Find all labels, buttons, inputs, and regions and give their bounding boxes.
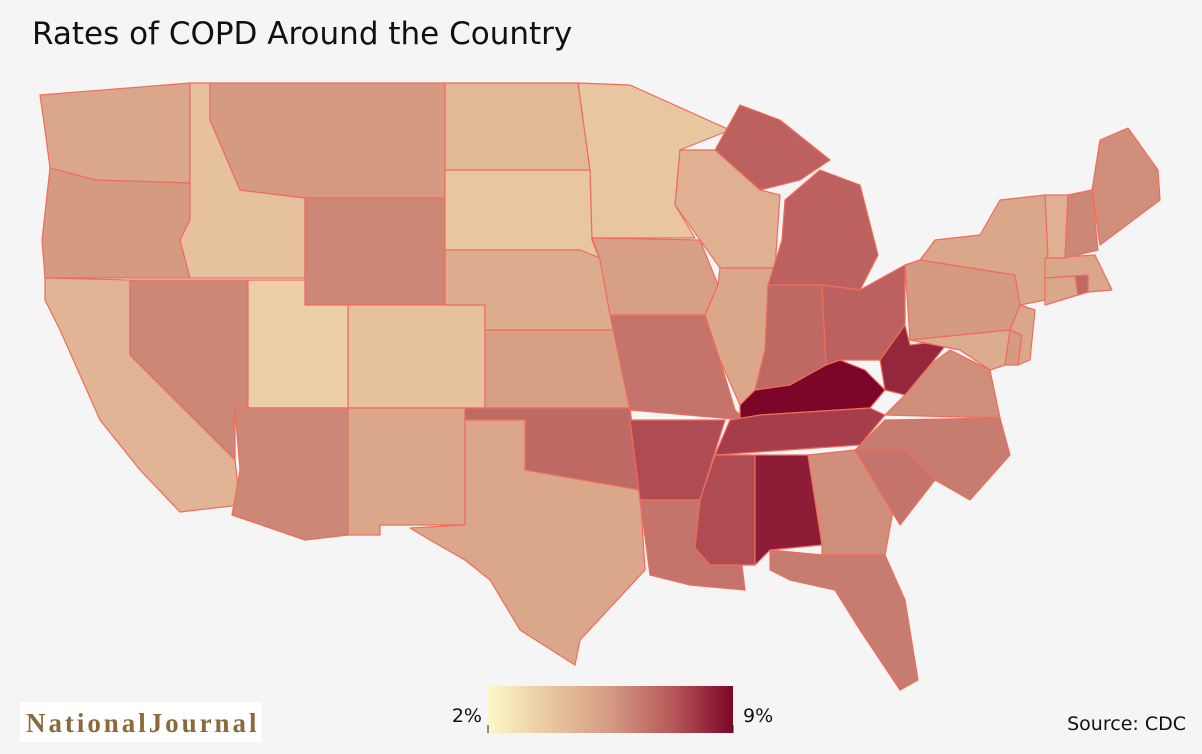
state: [1064, 189, 1099, 259]
state: [347, 304, 486, 409]
state: [444, 82, 591, 171]
state: [444, 169, 601, 261]
colorbar-label: 9%: [743, 705, 773, 727]
states: [39, 82, 1161, 691]
state: [304, 197, 446, 306]
logo-box: [20, 702, 262, 742]
state: [1044, 254, 1113, 293]
logo: NationalJournal: [26, 708, 257, 738]
colorbar-scale: [488, 686, 733, 733]
state: [854, 417, 1011, 501]
state: [1044, 194, 1069, 259]
state: [1044, 274, 1079, 306]
state: [484, 329, 631, 409]
colorbar: 2% 9%: [452, 686, 773, 733]
state: [231, 407, 349, 541]
state: [209, 82, 446, 199]
state: [769, 549, 919, 691]
state: [909, 329, 1011, 371]
state: [39, 82, 191, 184]
state: [754, 454, 823, 566]
state: [347, 407, 466, 536]
state: [591, 237, 719, 316]
state: [409, 419, 646, 666]
state: [1009, 304, 1036, 366]
chart-title: Rates of COPD Around the Country: [32, 16, 572, 52]
colorbar-label: 2%: [452, 705, 482, 727]
state: [1091, 127, 1161, 246]
state: [41, 167, 191, 279]
source-note: Source: CDC: [1067, 713, 1186, 735]
state: [1074, 274, 1089, 296]
